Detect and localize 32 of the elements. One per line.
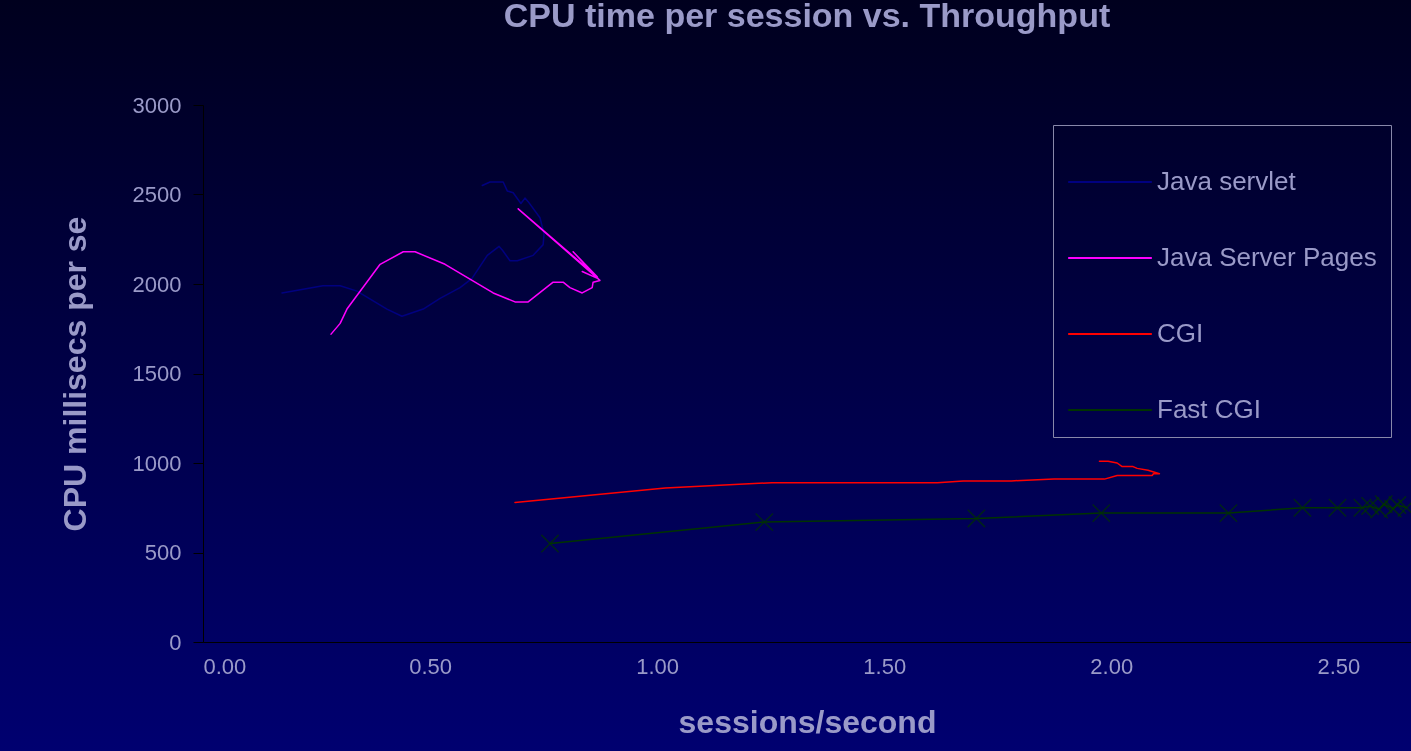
legend-label: Java Server Pages — [1157, 242, 1377, 272]
y-tick-label: 2000 — [132, 271, 182, 297]
point — [1293, 498, 1312, 518]
legend-label: CGI — [1157, 318, 1204, 348]
y-tick-label: 2500 — [132, 182, 182, 207]
point — [754, 512, 774, 532]
x-tick-label: 1.00 — [636, 653, 680, 679]
y-tick-label: 0 — [169, 629, 182, 655]
x-tick-label: 2.00 — [1090, 653, 1134, 679]
line-series — [281, 181, 545, 317]
x-tick-label: 0.00 — [203, 653, 247, 679]
point — [966, 509, 986, 528]
y-tick-label: 1000 — [132, 450, 182, 476]
x-tick-label: 2.50 — [1317, 653, 1361, 679]
y-axis-title: CPU millisecs per se — [56, 216, 93, 532]
point — [1219, 503, 1238, 523]
chart-title: CPU time per session vs. Throughput — [503, 0, 1111, 34]
y-tick-label: 500 — [144, 540, 182, 565]
legend-label: Java servlet — [1157, 166, 1297, 196]
point — [1091, 503, 1111, 523]
point — [540, 534, 560, 553]
point — [1374, 494, 1394, 514]
x-axis-title: sessions/second — [678, 703, 937, 740]
line-series — [514, 460, 1161, 504]
x-tick-label: 0.50 — [409, 653, 452, 679]
line-series — [330, 208, 601, 335]
y-tick-label: 1500 — [132, 361, 182, 386]
y-tick-label: 3000 — [132, 92, 182, 118]
point — [1328, 498, 1347, 518]
point — [1360, 496, 1380, 516]
legend-label: Fast CGI — [1157, 394, 1262, 424]
x-tick-label: 1.50 — [863, 653, 907, 679]
